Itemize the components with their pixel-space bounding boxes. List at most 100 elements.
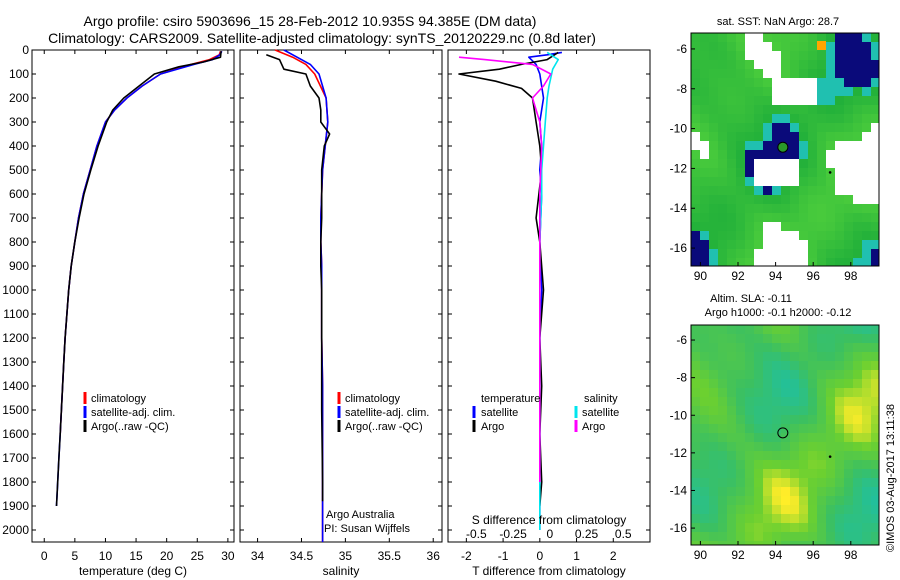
map-cell xyxy=(835,343,845,353)
map-cell xyxy=(817,388,827,398)
series-line-climatology xyxy=(274,49,329,542)
map-cell xyxy=(817,60,827,70)
map-cell xyxy=(808,132,818,142)
map-cell xyxy=(808,42,818,52)
map-cell xyxy=(727,361,737,371)
map-cell xyxy=(745,451,755,461)
map-cell xyxy=(754,487,764,497)
x-tick-label: -1 xyxy=(498,549,509,563)
map-cell xyxy=(844,123,854,133)
map-cell xyxy=(835,424,845,434)
map-cell xyxy=(709,442,719,452)
map-cell xyxy=(826,42,836,52)
map-cell xyxy=(709,159,719,169)
map-cell xyxy=(736,78,746,88)
map-cell xyxy=(808,177,818,187)
map-cell xyxy=(691,168,701,178)
map-cell xyxy=(790,204,800,214)
map-cell xyxy=(862,195,872,205)
legend-label-argo: Argo(..raw -QC) xyxy=(91,421,169,433)
map-cell xyxy=(808,60,818,70)
map-cell xyxy=(808,150,818,160)
map-cell xyxy=(736,249,746,259)
y-tick-label: 1700 xyxy=(2,451,29,465)
map-cell xyxy=(718,168,728,178)
map-cell xyxy=(790,213,800,223)
map-cell xyxy=(817,78,827,88)
map-cell xyxy=(772,496,782,506)
map-cell xyxy=(835,532,845,542)
map-cell xyxy=(790,523,800,533)
map-cell xyxy=(718,240,728,250)
map-cell xyxy=(700,487,710,497)
map-cell xyxy=(727,33,737,43)
series-line-climatology xyxy=(59,50,222,435)
map-cell xyxy=(862,33,872,43)
map-cell xyxy=(691,249,701,259)
map-cell xyxy=(754,478,764,488)
map-cell xyxy=(763,505,773,515)
map-cell xyxy=(691,195,701,205)
map-cell xyxy=(745,87,755,97)
map-cell xyxy=(853,141,863,151)
map-cell xyxy=(781,496,791,506)
map-cell xyxy=(781,60,791,70)
map-cell xyxy=(790,388,800,398)
map-cell xyxy=(826,343,836,353)
map-cell xyxy=(799,186,809,196)
map-cell xyxy=(799,541,809,546)
map-cell xyxy=(691,433,701,443)
map-cell xyxy=(781,69,791,79)
map-cell xyxy=(727,532,737,542)
x-tick-label: 36 xyxy=(427,549,441,563)
map-cell xyxy=(844,258,854,267)
map-cell xyxy=(718,141,728,151)
map-cell xyxy=(799,231,809,241)
map-cell xyxy=(862,213,872,223)
map-cell xyxy=(808,159,818,169)
map-cell xyxy=(826,352,836,362)
map-cell xyxy=(727,325,737,335)
map-cell xyxy=(763,424,773,434)
map-cell xyxy=(772,343,782,353)
map-cell xyxy=(754,496,764,506)
map-cell xyxy=(790,177,800,187)
map-cell xyxy=(736,343,746,353)
map-cell xyxy=(763,78,773,88)
map-cell xyxy=(745,69,755,79)
y-tick-label: 400 xyxy=(9,139,29,153)
map-cell xyxy=(781,33,791,43)
sst-map-cells xyxy=(691,33,880,267)
map-cell xyxy=(799,96,809,106)
map-cell xyxy=(709,496,719,506)
map-cell xyxy=(835,249,845,259)
map-cell xyxy=(709,514,719,524)
y-tick-label: 1900 xyxy=(2,499,29,513)
map-cell xyxy=(700,159,710,169)
map-cell xyxy=(844,541,854,546)
map-cell xyxy=(790,379,800,389)
map-cell xyxy=(835,69,845,79)
map-cell xyxy=(817,87,827,97)
map-cell xyxy=(772,258,782,267)
map-cell xyxy=(826,460,836,470)
map-cell xyxy=(790,334,800,344)
map-cell xyxy=(718,186,728,196)
map-cell xyxy=(781,514,791,524)
map-cell xyxy=(862,496,872,506)
map-cell xyxy=(790,123,800,133)
map-cell xyxy=(691,514,701,524)
map-cell xyxy=(700,204,710,214)
map-cell xyxy=(709,352,719,362)
map-cell xyxy=(826,433,836,443)
map-cell xyxy=(862,87,872,97)
y-tick-label: 700 xyxy=(9,211,29,225)
map-cell xyxy=(871,60,880,70)
map-cell xyxy=(817,406,827,416)
map-cell xyxy=(709,96,719,106)
map-cell xyxy=(844,159,854,169)
map-cell xyxy=(781,132,791,142)
series-line-t-argo xyxy=(458,51,559,507)
map-cell xyxy=(799,442,809,452)
map-cell xyxy=(799,514,809,524)
